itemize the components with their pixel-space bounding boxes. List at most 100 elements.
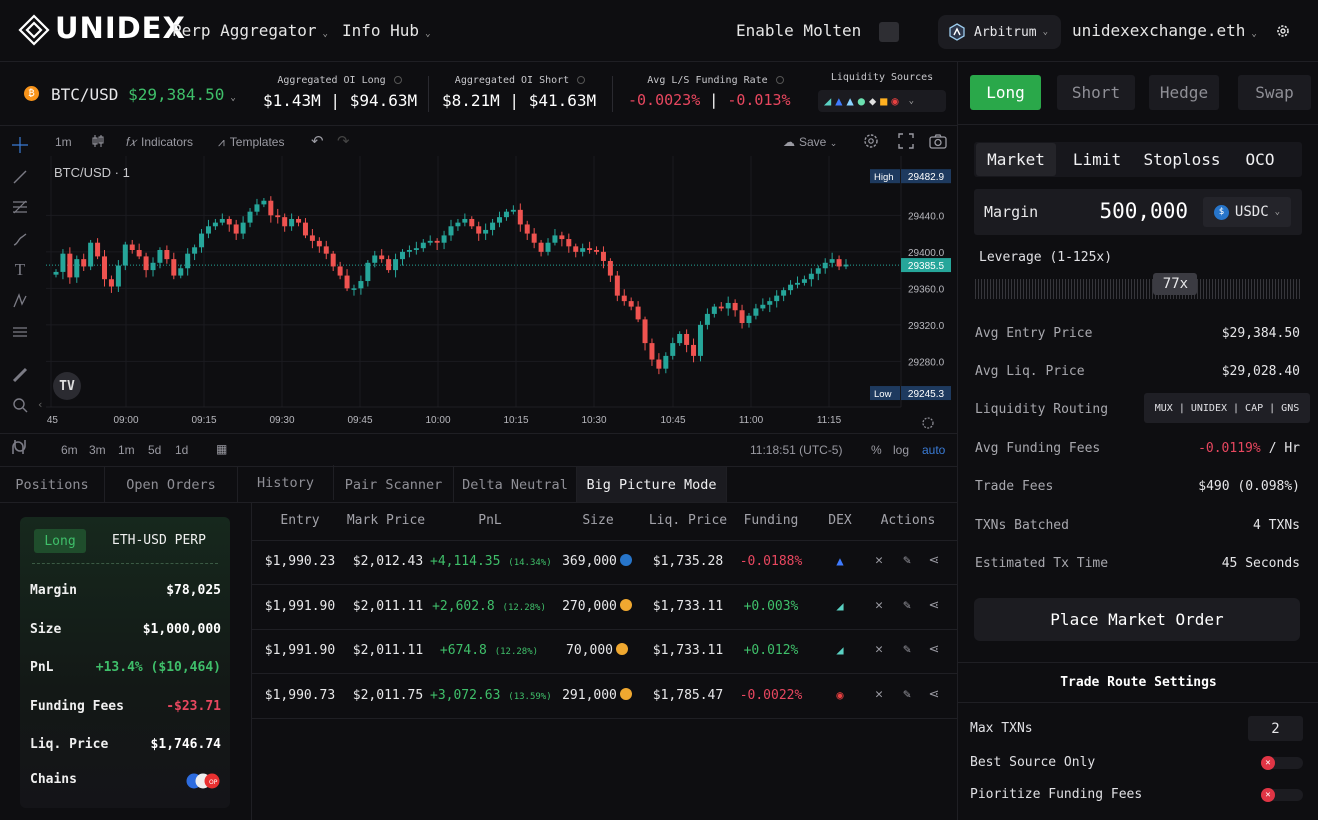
candle-body (386, 259, 392, 271)
text-tool-icon[interactable]: T (14, 260, 26, 279)
axis-settings-icon[interactable] (922, 417, 934, 429)
leverage-slider-thumb[interactable]: 77x (1153, 273, 1198, 295)
edit-icon[interactable]: ✎ (903, 597, 911, 613)
funding-value: +0.003% (743, 598, 799, 614)
position-card[interactable]: Long ETH-USD PERP OP Margin $78,025 Size $1… (20, 517, 230, 808)
scale-auto[interactable]: auto (922, 443, 946, 457)
close-position-icon[interactable]: ✕ (875, 686, 883, 702)
edit-icon[interactable]: ✎ (903, 686, 911, 702)
edit-icon[interactable]: ✎ (903, 642, 911, 657)
candle-body (843, 264, 849, 267)
tab-long[interactable]: Long (970, 75, 1041, 110)
range-6m[interactable]: 6m (61, 443, 78, 457)
high-price-value: 29482.9 (908, 172, 945, 183)
price-chart[interactable]: 29440.0 29400.0 29360.0 29320.0 29280.0:45 09… (46, 156, 957, 441)
range-1m[interactable]: 1m (118, 443, 135, 457)
candles-icon[interactable] (90, 133, 106, 149)
candle-body (60, 253, 66, 272)
templates-button[interactable]: ⩘ Templates (218, 135, 285, 149)
best-source-toggle[interactable]: ✕ (1261, 756, 1303, 770)
candle-body (219, 218, 225, 223)
settings-icon[interactable] (862, 132, 880, 150)
pattern-icon[interactable] (8, 290, 32, 312)
tab-limit[interactable]: Limit (1072, 150, 1122, 169)
col-entry: Entry (280, 513, 320, 528)
gear-icon[interactable] (1275, 23, 1291, 39)
tab-stoploss[interactable]: Stoploss (1143, 150, 1221, 169)
candle-body (808, 273, 814, 280)
calendar-icon[interactable]: ▦ (216, 442, 228, 456)
account-menu[interactable]: unidexexchange.eth ⌄ (1072, 21, 1257, 40)
close-position-icon[interactable]: ✕ (875, 642, 883, 657)
save-button[interactable]: ☁ Save ⌄ (783, 135, 838, 149)
indicators-button[interactable]: f𝑥 Indicators (126, 135, 194, 149)
zoom-icon[interactable] (8, 394, 32, 416)
tab-big-picture-mode[interactable]: Big Picture Mode (577, 467, 727, 502)
fib-icon[interactable] (8, 196, 32, 218)
candle-body (656, 359, 662, 369)
card-row-label: Liq. Price (30, 737, 109, 752)
templates-icon: ⩘ (218, 135, 225, 149)
bitcoin-icon: ₿ (24, 86, 39, 101)
tab-open-orders[interactable]: Open Orders (105, 467, 238, 502)
tab-oco[interactable]: OCO (1245, 150, 1275, 169)
undo-icon[interactable]: ↶ (311, 133, 324, 150)
pair-selector[interactable]: BTC/USD $29,384.50 ⌄ (51, 85, 236, 104)
range-3m[interactable]: 3m (89, 443, 106, 457)
leverage-slider-track[interactable] (975, 279, 1302, 299)
close-position-icon[interactable]: ✕ (875, 553, 883, 568)
candle-body (829, 259, 835, 263)
max-txns-input[interactable]: 2 (1248, 716, 1303, 741)
tab-market[interactable]: Market (976, 143, 1056, 176)
share-icon[interactable]: ⋖ (928, 553, 940, 568)
forecast-icon[interactable] (8, 321, 32, 343)
brush-icon[interactable] (8, 228, 32, 250)
tab-short[interactable]: Short (1057, 75, 1135, 110)
low-price-value: 29245.3 (908, 389, 945, 400)
top-navbar: UNIDEX Perp Aggregator ⌄ Info Hub ⌄ Enable… (0, 0, 1318, 62)
tab-pair-scanner[interactable]: Pair Scanner (334, 467, 454, 502)
trade-row-value: 45 Seconds (1221, 556, 1300, 571)
collapse-toolbar-icon[interactable]: ‹ (37, 398, 44, 411)
ruler-icon[interactable] (8, 364, 32, 386)
enable-molten-toggle[interactable] (879, 22, 899, 42)
candle-body (323, 246, 329, 254)
tab-history[interactable]: History (238, 465, 334, 500)
prioritize-funding-toggle[interactable]: ✕ (1261, 788, 1303, 802)
trade-row-value: $490 (0.098%) (1198, 479, 1300, 494)
col-liq-price: Liq. Price (648, 513, 728, 528)
edit-icon[interactable]: ✎ (903, 553, 911, 568)
tab-hedge[interactable]: Hedge (1149, 75, 1219, 110)
trendline-icon[interactable] (8, 166, 32, 188)
chart-timestamp: 11:18:51 (UTC-5) (750, 443, 843, 457)
crosshair-icon[interactable] (8, 134, 32, 156)
close-position-icon[interactable]: ✕ (875, 597, 883, 613)
fullscreen-icon[interactable] (898, 133, 914, 149)
share-icon[interactable]: ⋖ (928, 642, 940, 657)
margin-input[interactable]: 500,000 (1099, 199, 1188, 223)
interval-selector[interactable]: 1m (55, 135, 72, 149)
margin-input-box[interactable]: Margin 500,000 $ USDC ⌄ (974, 189, 1302, 235)
scale-percent[interactable]: % (871, 443, 882, 457)
unidex-logo-icon[interactable] (18, 14, 50, 46)
token-selector[interactable]: $ USDC ⌄ (1203, 197, 1291, 227)
chart-panel: T ‹ 1m f𝑥 Indicators ⩘ Templates ↶ ↷ ☁ Save… (0, 126, 957, 466)
share-icon[interactable]: ⋖ (928, 597, 940, 613)
nav-info-hub[interactable]: Info Hub ⌄ (342, 21, 431, 40)
share-icon[interactable]: ⋖ (928, 686, 940, 702)
camera-icon[interactable] (929, 133, 947, 149)
redo-icon[interactable]: ↷ (337, 133, 350, 150)
network-selector[interactable]: Arbitrum ⌄ (938, 15, 1061, 49)
magnet-icon[interactable] (10, 440, 26, 456)
range-5d[interactable]: 5d (148, 443, 162, 457)
scale-log[interactable]: log (893, 443, 910, 457)
tradingview-logo-icon[interactable]: TV (53, 372, 81, 400)
nav-perp-aggregator[interactable]: Perp Aggregator ⌄ (172, 21, 328, 40)
tab-delta-neutral[interactable]: Delta Neutral (454, 467, 577, 502)
tab-positions[interactable]: Positions (0, 467, 105, 502)
liquidity-sources-selector[interactable]: ◢ ▲ ▲ ● ◆ ■ ◉ ⌄ (818, 90, 946, 112)
magnet-icon[interactable] (8, 434, 32, 456)
place-order-button[interactable]: Place Market Order (974, 598, 1300, 641)
range-1d[interactable]: 1d (175, 443, 189, 457)
tab-swap[interactable]: Swap (1238, 75, 1311, 110)
